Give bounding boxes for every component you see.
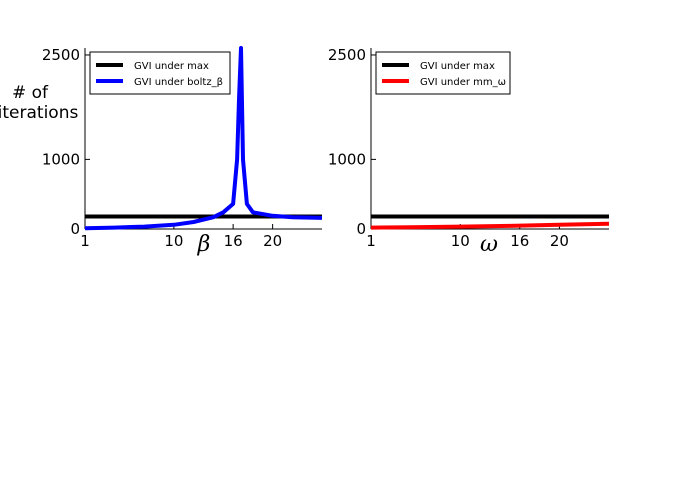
- x-tick-label: 20: [550, 232, 569, 250]
- y-tick-label: 0: [70, 220, 80, 238]
- series-line-1: [84, 46, 323, 231]
- y-tick-label: 2500: [328, 46, 366, 64]
- plot-area-left: 0 1000 2500 1 10 16 20 GVI under max GVI under b…: [42, 46, 323, 250]
- x-tick-label: 10: [164, 232, 183, 250]
- chart-left: # of iterations 0 1000 2500 1 10 16 20 GVI unde…: [0, 46, 323, 257]
- x-tick-label: 20: [263, 232, 282, 250]
- y-axis-label-line2: iterations: [0, 103, 78, 123]
- plot-area-right: 0 1000 2500 1 10 16 20 GVI under max GVI under m…: [328, 46, 610, 250]
- legend-label: GVI under mm_ω: [420, 77, 506, 88]
- legend-label: GVI under max: [420, 61, 495, 72]
- x-tick-label: 10: [451, 232, 470, 250]
- chart-right: 0 1000 2500 1 10 16 20 GVI under max GVI under m…: [328, 46, 610, 257]
- legend-box: [375, 51, 511, 95]
- legend-label: GVI under max: [134, 61, 209, 72]
- x-tick-label: 16: [510, 232, 529, 250]
- series-line-1: [370, 221, 610, 230]
- y-tick-label: 1000: [328, 150, 366, 168]
- x-tick-label: 1: [366, 232, 376, 250]
- y-tick-label: 1000: [42, 150, 80, 168]
- y-tick-label: 2500: [42, 46, 80, 64]
- legend-label: GVI under boltz_β: [134, 77, 223, 88]
- legend-box: [89, 51, 231, 95]
- x-tick-label: 1: [80, 232, 90, 250]
- y-tick-label: 0: [356, 220, 366, 238]
- x-axis-label-left: β: [197, 232, 211, 257]
- y-axis-label-line1: # of: [12, 83, 49, 103]
- x-axis-label-right: ω: [480, 232, 498, 257]
- x-tick-label: 16: [224, 232, 243, 250]
